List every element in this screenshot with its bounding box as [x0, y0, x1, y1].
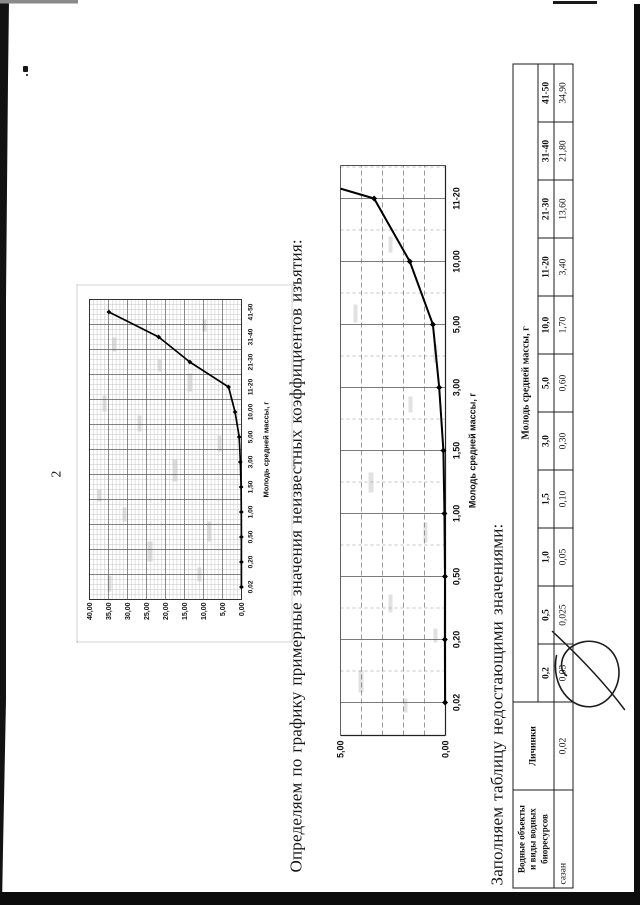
table-column-header: 21-30	[537, 179, 554, 238]
scan-smudge	[423, 522, 427, 542]
data-series-line	[107, 310, 242, 587]
table-cell-value: 21,80	[553, 121, 573, 180]
scan-smudge	[202, 319, 206, 331]
x-tick-label: 1,50	[247, 480, 254, 493]
x-tick-label: 0,20	[247, 555, 254, 568]
page-number: 2	[48, 470, 63, 477]
table-cell-value: 0,05	[553, 527, 573, 586]
table-column-header: 31-40	[537, 121, 554, 180]
scan-smudge	[358, 670, 363, 692]
table-header-group: Молодь средней массы, г	[512, 63, 538, 702]
x-tick-label: 5,00	[451, 315, 461, 333]
scan-smudge	[368, 472, 373, 492]
scan-smudge	[137, 415, 141, 431]
handwritten-scribble	[551, 630, 625, 710]
x-tick-label: 5,00	[247, 430, 254, 443]
y-tick-label: 25,00	[144, 602, 151, 620]
y-tick-label: 5,00	[220, 602, 227, 616]
scan-smudge	[112, 337, 116, 351]
scan-smudge	[433, 628, 437, 642]
x-axis-title: Молодь средней массы, г	[467, 392, 477, 507]
x-tick-label: 0,20	[451, 630, 461, 648]
table-cell-value: 13,60	[553, 179, 573, 238]
y-tick-label: 0,00	[239, 602, 246, 616]
table-column-header: 1,5	[537, 469, 554, 528]
scan-smudge	[408, 396, 412, 412]
line-chart-zoomed-svg: 0,00 5,00 0,02 0,20 0,50 1,00 1,50 3,00 5,00 10,0…	[335, 164, 477, 758]
x-tick-label: 0,02	[247, 580, 254, 593]
y-tick-label: 35,00	[106, 602, 113, 620]
data-point-marker	[105, 309, 111, 314]
y-tick-label: 40,00	[87, 602, 94, 620]
scan-smudge	[157, 359, 161, 371]
scan-smudge	[388, 594, 392, 612]
y-tick-label: 0,00	[440, 740, 450, 758]
x-tick-label: 3,00	[247, 455, 254, 468]
x-tick-label: 10,00	[247, 403, 254, 420]
table-column-header: 41-50	[537, 63, 554, 122]
y-tick-label: 20,00	[163, 602, 170, 620]
x-tick-label: 10,00	[451, 250, 461, 273]
scan-smudge	[353, 304, 357, 322]
data-point-marker	[186, 359, 192, 364]
table-column-header: 11-20	[537, 237, 554, 296]
x-tick-label: 0,50	[451, 567, 461, 585]
coefficients-table: Водные объекты и виды водных биоресурсов Ли…	[512, 63, 573, 888]
y-tick-label: 30,00	[125, 602, 132, 620]
table-header-objects: Водные объекты и виды водных биоресурсов	[512, 789, 554, 888]
heading-fill-table: Заполняем таблицу недостающими значениям…	[487, 523, 506, 885]
y-tick-label: 15,00	[182, 602, 189, 620]
x-tick-label: 3,00	[451, 378, 461, 396]
table-column-header: 3,0	[537, 411, 554, 470]
x-tick-label: 41-50	[247, 303, 254, 320]
x-tick-label: 0,02	[451, 693, 461, 711]
scan-smudge	[388, 236, 392, 252]
table-cell-value: 3,40	[553, 237, 573, 296]
table-row-name: сазан	[553, 789, 573, 888]
x-tick-label: 1,00	[451, 504, 461, 522]
plot-border	[88, 298, 242, 600]
scan-smudge	[172, 459, 177, 481]
scan-smudge	[107, 575, 111, 591]
scan-smudge	[207, 521, 211, 541]
scan-smudge	[102, 395, 106, 411]
x-tick-label: 1,00	[247, 505, 254, 518]
scan-smudge	[187, 373, 192, 391]
x-tick-label: 11-20	[247, 378, 254, 395]
table-column-header: 5,0	[537, 353, 554, 412]
table-column-header: 1,0	[537, 527, 554, 586]
table-cell-value: 0,30	[553, 411, 573, 470]
y-tick-label: 5,00	[335, 740, 345, 758]
line-chart-overview: 0,00 5,00 10,00 15,00 20,00 25,00 30,00 35,00 40…	[76, 284, 292, 642]
scan-smudge	[197, 567, 201, 581]
y-tick-label: 10,00	[201, 602, 208, 620]
x-tick-label: 1,50	[451, 441, 461, 459]
x-tick-label: 0,50	[247, 530, 254, 543]
x-axis-title: Молодь средней массы, г	[261, 401, 270, 497]
x-tick-label: 31-40	[247, 328, 254, 345]
scan-smudge	[217, 435, 221, 451]
line-chart-zoomed: 0,00 5,00 0,02 0,20 0,50 1,00 1,50 3,00 5,00 10,0…	[328, 144, 486, 792]
x-tick-label: 11-20	[451, 187, 461, 210]
table-cell-value: 0,10	[553, 469, 573, 528]
line-chart-overview-svg: 0,00 5,00 10,00 15,00 20,00 25,00 30,00 35,00 40…	[87, 298, 270, 620]
table-cell-value: 34,90	[553, 63, 573, 122]
data-point-marker	[155, 334, 161, 339]
data-series-line	[339, 187, 446, 703]
table-column-header: 10,0	[537, 295, 554, 354]
table-cell-value: 1,70	[553, 295, 573, 354]
scan-smudge	[147, 541, 152, 561]
scan-smudge	[122, 507, 126, 521]
scan-smudge	[97, 489, 101, 501]
table-cell-value: 0,60	[553, 353, 573, 412]
x-tick-label: 21-30	[247, 353, 254, 370]
scan-smudge	[403, 698, 407, 712]
